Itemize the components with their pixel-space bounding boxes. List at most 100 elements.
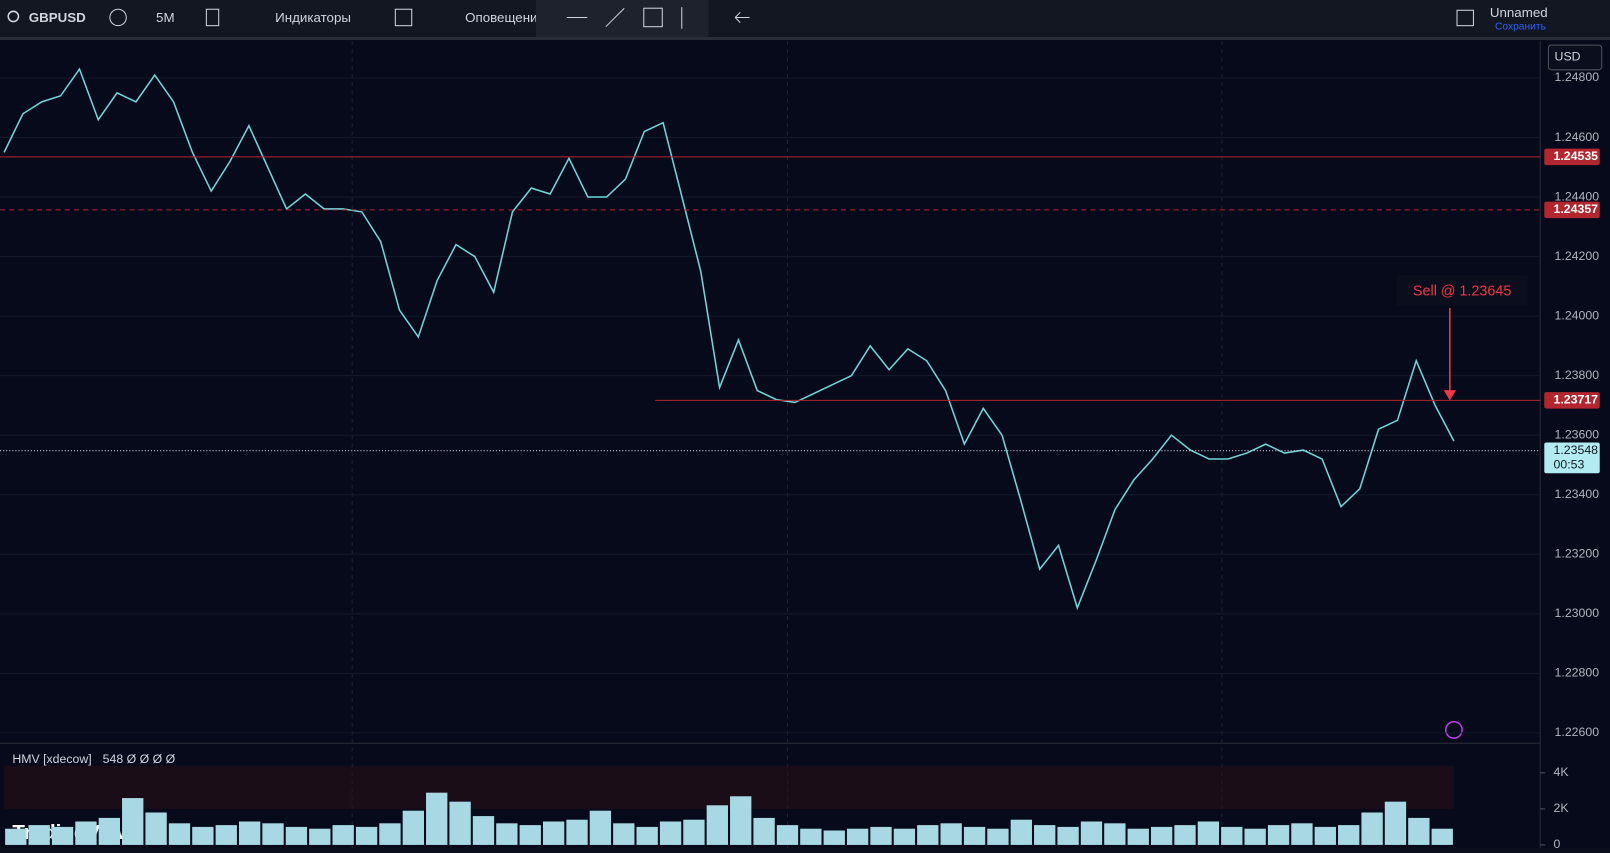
volume-bar [28,825,50,845]
indicator-title: HMV [xdecow] [12,752,91,766]
volume-bar [846,828,869,845]
trend-tool[interactable] [605,7,625,28]
volume-bar [1221,826,1243,845]
volume-bar [776,825,799,845]
volume-band [4,765,1454,809]
drawing-tools [535,0,709,37]
volume-bar [496,823,518,845]
volume-bar [542,821,565,845]
chart-type-icon[interactable] [205,8,220,27]
volume-bar [215,825,237,845]
volume-bar [870,826,892,845]
y-tick-label: 1.23600 [1555,427,1600,441]
currency[interactable]: USD [1555,50,1581,64]
level-label-bg [1544,201,1600,219]
volume-bar [1361,812,1383,845]
volume-tick-label: 4K [1554,765,1570,779]
y-tick-label: 1.23800 [1555,368,1600,382]
volume-bar [355,826,378,845]
layout-name[interactable]: Unnamed [1490,5,1548,20]
volume-bar [449,801,471,845]
toolbar-border [0,36,1610,41]
interval[interactable]: 5M [156,10,175,25]
templates-icon[interactable] [394,8,413,27]
volume-bar [472,816,495,845]
volume-bar [309,828,331,845]
volume-bar [730,796,752,845]
y-tick-label: 1.24600 [1555,130,1600,144]
volume-bar [192,826,214,845]
undo[interactable] [734,11,750,23]
price-line [3,67,1455,611]
volume-bar [566,819,588,845]
annotation-bg [1396,275,1528,306]
volume-bar [940,823,962,845]
volume-tick-label: 2K [1554,801,1570,815]
volume-bar [1314,826,1336,845]
volume-bar [426,792,448,845]
alerts[interactable]: Оповещени [465,10,537,25]
symbol[interactable]: GBPUSD [29,10,86,25]
volume-bar [1267,825,1290,845]
volume-bar [1408,817,1430,845]
volume-bar [379,823,401,845]
y-tick-label: 1.22600 [1555,725,1600,739]
toolbar [0,0,1610,37]
volume-bar [332,825,354,845]
volume-bar [1010,819,1032,845]
level-label: 1.24535 [1554,149,1599,163]
y-tick-label: 1.23400 [1555,487,1600,501]
volume-bar [1338,825,1360,845]
shape-tool[interactable] [643,7,663,28]
volume-bar [238,821,261,845]
search-icon[interactable] [7,10,20,23]
volume-bar [1150,826,1173,845]
volume-bar [1384,801,1407,845]
volume-bar [1431,828,1453,845]
y-tick-label: 1.23000 [1555,606,1600,620]
level-label: 1.23717 [1554,393,1599,407]
volume-bar [145,812,167,845]
volume-bar [122,798,144,845]
y-tick-label: 1.24400 [1555,189,1600,203]
volume-bar [168,823,191,845]
volume-bar [1080,821,1103,845]
y-tick-label: 1.22800 [1555,666,1600,680]
volume-bar [1174,825,1196,845]
annotation-arrowhead [1443,390,1456,401]
currency-button[interactable] [1547,44,1603,71]
volume-bar [1291,823,1313,845]
y-tick-label: 1.24000 [1555,308,1600,322]
indicator-readout: 548 Ø Ø Ø Ø [103,752,176,766]
volume-bar [1034,825,1056,845]
volume-tick-label: 0 [1554,837,1561,848]
volume-bar [285,826,308,845]
add-icon[interactable] [109,8,127,27]
y-tick-label: 1.24200 [1555,249,1600,263]
volume-bar [893,828,916,845]
annotation: Sell @ 1.23645 [1413,283,1511,299]
volume-bar [262,823,284,845]
volume-bar [519,825,541,845]
fullscreen[interactable] [1456,9,1474,27]
volume-bar [1244,828,1266,845]
last-price-bg [1544,442,1600,474]
volume-bar [1197,821,1220,845]
volume-bar [659,821,682,845]
indicators[interactable]: Индикаторы [275,10,351,25]
volume-bar [613,823,635,845]
volume-bar [5,828,27,845]
level-label-bg [1544,392,1600,409]
save[interactable]: Сохранить [1495,21,1546,32]
volume-bar [917,825,939,845]
volume-bar [589,810,612,845]
countdown: 00:53 [1554,457,1585,471]
volume-bar [75,821,97,845]
y-tick-label: 1.24800 [1555,70,1600,84]
replay-icon[interactable] [1444,720,1463,739]
volume-bar [98,817,121,845]
volume-bar [706,805,728,845]
